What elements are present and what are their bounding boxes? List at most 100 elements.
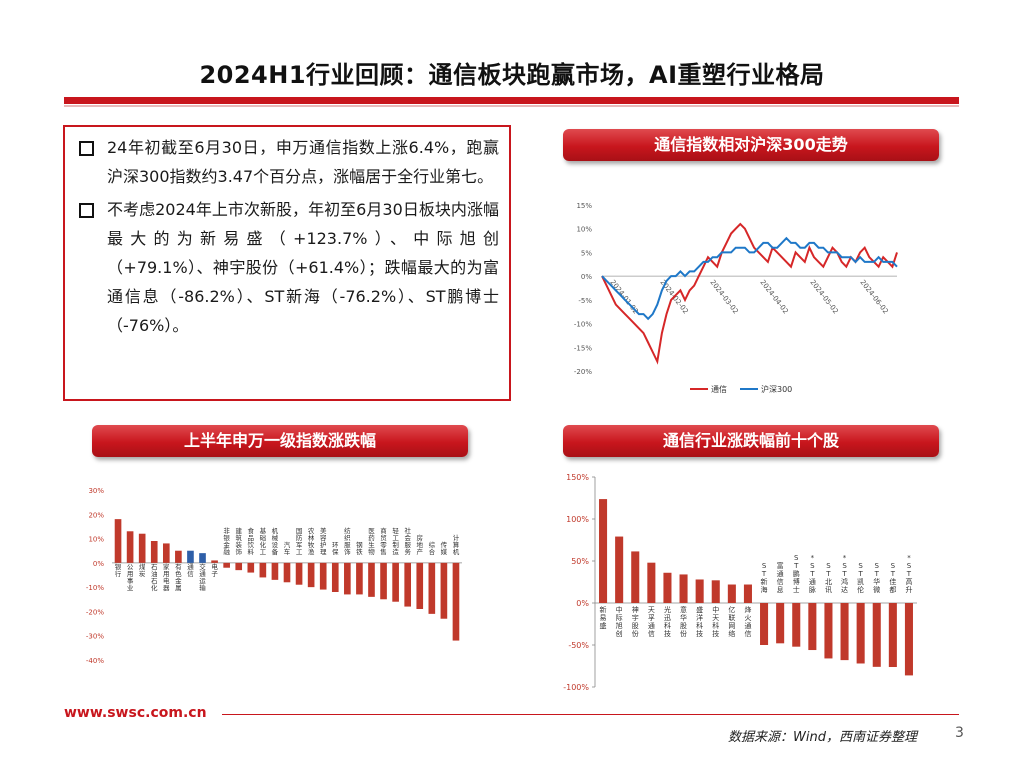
category-label-char: 升 [905,585,912,594]
category-label-char: 富 [777,561,784,570]
stock-bar-chart-container: 150% 100% 50% 0% -50% -100% 新易盛中际旭创神宇股份天孚通信光迅科… [545,465,945,695]
footer-url[interactable]: www.swsc.com.cn [64,705,207,721]
category-label-char: 用 [127,570,134,578]
category-label-char: S [794,554,799,562]
bar [344,562,351,595]
category-label-char: S [858,562,863,570]
bar [888,603,897,668]
bar [872,603,881,667]
category-label-char: 鸿 [841,577,848,586]
legend-label: 通信 [711,384,727,394]
category-label-char: S [875,562,880,570]
y-tick-label: -40% [86,657,104,665]
category-label-char: 食 [248,526,255,535]
category-label-char: 迅 [664,614,671,622]
y-tick-label: -20% [574,368,592,376]
category-label-char: 传 [441,540,448,549]
category-label-char: 社 [404,526,411,535]
category-label-char: 化 [151,583,158,592]
category-label-char: 洋 [696,613,703,622]
category-label-char: 创 [616,629,623,638]
category-label-char: 算 [453,540,460,549]
y-tick-label: 150% [566,473,589,482]
bar [440,562,448,619]
category-label-char: 综 [429,540,436,549]
category-label-char: 机 [453,547,460,556]
category-label-char: 器 [163,584,170,592]
category-label-char: 技 [696,629,703,638]
line-chart-container: 15% 10% 5% 0% -5% -10% -15% -20% 2024-01-02 2024-… [545,185,945,407]
category-label-char: 天 [712,614,719,622]
category-label-char: 份 [632,629,639,638]
bar [679,574,688,603]
industry-bar-chart-container: 30% 20% 10% 0% -10% -20% -30% -40% 银行公用事业煤炭石油石化家… [70,478,470,698]
category-label-char: 饮 [248,540,255,549]
bar [824,603,833,659]
category-label-char: 环 [332,541,339,549]
category-label-char: 生 [368,540,375,549]
category-label-char: 石 [151,563,158,571]
x-tick-label: 2024-06-02 [858,278,889,315]
bar [114,519,122,563]
bar [211,560,218,563]
bar [416,562,424,609]
category-label-char: 务 [404,547,411,556]
bar [368,562,375,597]
category-label-char: S [891,562,896,570]
legend-label: 沪深300 [761,384,792,394]
category-label-char: 孚 [648,613,655,622]
category-label-char: 烽 [744,605,751,614]
category-label-char: 油 [151,569,158,578]
category-label-char: 金 [175,576,182,585]
bar [187,550,194,563]
category-label-char: S [810,562,815,570]
bar [283,562,291,583]
category-label-char: 技 [712,629,719,638]
category-label-char: 子 [211,570,218,578]
category-label-char: 通 [809,577,816,586]
category-label-char: 有 [175,562,182,571]
category-label-char: 售 [380,547,387,556]
category-label-char: 品 [248,534,255,542]
category-label-char: 产 [417,547,424,556]
category-label-char: 科 [696,621,703,630]
category-label-char: 信 [187,569,194,578]
category-label-char: 造 [392,547,399,556]
category-label-char: 达 [841,585,848,594]
bar [452,562,460,641]
category-label-char: 联 [728,613,735,622]
category-label-char: 意 [680,605,687,614]
y-tick-label: 15% [576,202,592,210]
category-label-char: S [842,562,847,570]
category-label-char: 事 [127,576,134,585]
bar [331,562,339,592]
x-tick-label: 2024-03-02 [708,278,739,315]
category-label-char: 属 [175,584,182,592]
category-label-char: 商 [380,526,387,535]
category-label-char: 华 [873,577,880,586]
category-label-char: 纺 [344,526,351,535]
bar [259,562,267,578]
category-label-char: 高 [905,577,912,586]
category-label-char: 盛 [600,621,607,630]
category-label-char: * [843,554,847,562]
category-label-char: T [874,570,880,578]
category-label-char: 旭 [616,621,623,630]
category-label-char: 料 [248,547,255,556]
bar [615,536,624,603]
category-label-char: 用 [163,570,170,578]
category-label-char: 服 [404,541,411,549]
y-tick-label: 20% [88,511,104,519]
checkbox-bullet-icon [79,141,94,156]
category-label-char: T [761,570,767,578]
bar [138,533,146,563]
category-label-char: 融 [223,547,230,556]
x-tick-label: 2024-05-02 [808,278,839,315]
bar [760,603,769,645]
bar [840,603,849,661]
bar [295,562,303,585]
category-label-char: T [906,570,912,578]
bar [695,579,704,603]
category-label-char: 都 [889,586,896,594]
category-label-char: 饰 [235,547,242,556]
